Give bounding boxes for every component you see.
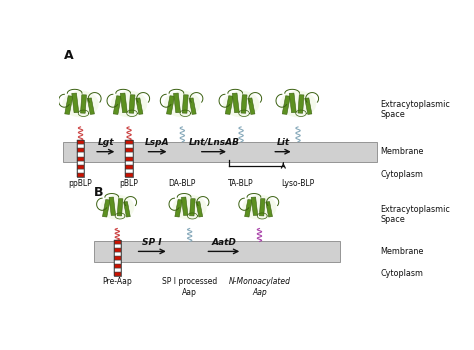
Text: DA-BLP: DA-BLP [169,180,196,188]
Circle shape [100,195,134,220]
Text: Lnt/LnsAB: Lnt/LnsAB [188,138,239,147]
Bar [225,96,233,114]
Bar [72,93,79,113]
Bar [245,199,252,217]
Bar [136,98,143,114]
Bar [102,199,110,217]
Text: Lyso-BLP: Lyso-BLP [282,180,315,188]
Bar [175,199,182,217]
Text: pBLP: pBLP [119,180,138,188]
Text: Lit: Lit [276,138,290,147]
Bar [77,140,84,177]
Bar [125,153,133,156]
Text: Cytoplasm: Cytoplasm [381,169,424,178]
Circle shape [242,195,276,220]
Bar [77,153,84,156]
Bar [114,264,121,268]
Bar [113,96,121,114]
Text: SP I processed
Aap: SP I processed Aap [162,277,217,297]
Bar [251,197,258,216]
Bar [166,96,174,114]
Text: SP I: SP I [142,238,162,246]
Bar [77,145,84,148]
Bar [77,164,84,169]
Circle shape [111,91,147,117]
Bar [124,202,130,217]
Text: Membrane: Membrane [381,147,424,156]
Bar [65,96,73,114]
Circle shape [223,91,259,117]
Bar [114,252,121,256]
Bar [114,272,121,276]
Bar [125,140,133,177]
Bar [305,98,312,114]
Text: Cytoplasm: Cytoplasm [381,269,424,278]
Circle shape [280,91,316,117]
Text: LspA: LspA [145,138,170,147]
Bar [114,244,121,248]
Text: A: A [64,49,73,62]
Text: TA-BLP: TA-BLP [228,180,254,188]
Bar [182,197,188,216]
Bar [282,96,291,114]
Bar [190,198,195,216]
Bar [196,202,203,217]
Bar [129,95,135,113]
Bar [125,161,133,164]
Bar [298,95,304,113]
Bar [266,202,273,217]
Bar [77,169,84,173]
Text: Membrane: Membrane [381,247,424,256]
Text: B: B [94,186,104,199]
Bar [94,241,340,262]
Bar [117,198,123,216]
Bar [125,148,133,153]
Bar [289,93,296,113]
Text: Pre-Aap: Pre-Aap [102,277,132,286]
Bar [125,169,133,173]
Circle shape [164,91,201,117]
Bar [63,142,377,162]
Bar [182,95,188,113]
Bar [114,260,121,264]
Bar [125,140,133,145]
Bar [125,156,133,161]
Text: N-Monoacylated
Aap: N-Monoacylated Aap [228,277,291,297]
Bar [114,240,121,276]
Bar [77,173,84,177]
Circle shape [173,195,207,220]
Bar [189,98,196,114]
Bar [77,161,84,164]
Bar [173,93,181,113]
Bar [114,240,121,244]
Bar [77,140,84,145]
Bar [248,98,255,114]
Bar [114,248,121,252]
Text: ppBLP: ppBLP [69,180,92,188]
Bar [114,268,121,272]
Bar [259,198,265,216]
Bar [125,145,133,148]
Text: Lgt: Lgt [98,138,114,147]
Bar [77,156,84,161]
Bar [232,93,239,113]
Text: Extracytoplasmic
Space: Extracytoplasmic Space [381,100,451,119]
Text: Extracytoplasmic
Space: Extracytoplasmic Space [381,205,451,224]
Bar [114,256,121,260]
Bar [77,148,84,153]
Bar [125,173,133,177]
Bar [81,95,86,113]
Bar [109,197,116,216]
Bar [125,164,133,169]
Bar [87,98,94,114]
Text: AatD: AatD [211,238,236,246]
Bar [120,93,127,113]
Circle shape [63,91,99,117]
Bar [241,95,247,113]
